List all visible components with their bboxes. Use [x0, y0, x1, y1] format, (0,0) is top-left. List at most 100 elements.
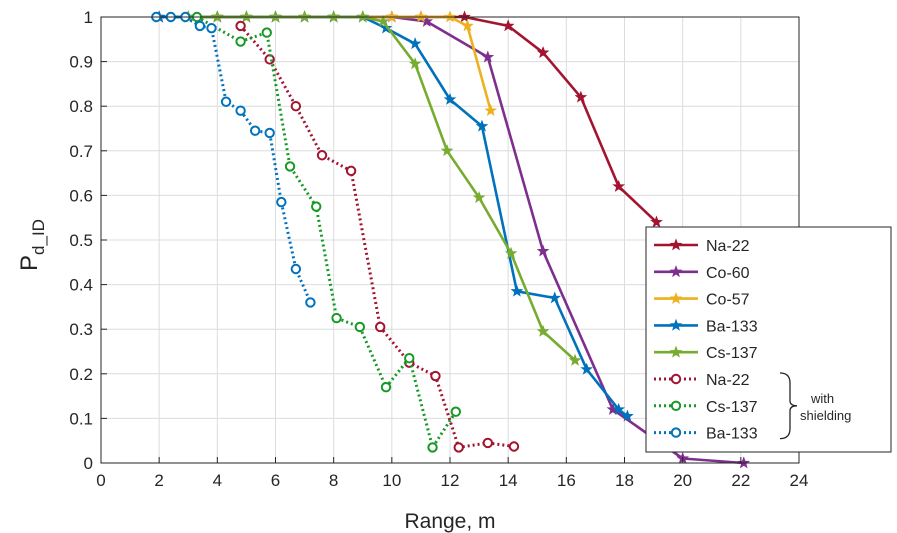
- legend-marker: [670, 373, 682, 385]
- y-tick-label: 0: [84, 454, 93, 473]
- x-tick-label: 24: [790, 471, 809, 490]
- y-tick-label: 0.8: [69, 97, 93, 116]
- data-point: [536, 46, 550, 59]
- data-point: [305, 297, 316, 308]
- data-point: [612, 179, 626, 192]
- data-point: [508, 441, 520, 452]
- x-tick-label: 20: [673, 471, 692, 490]
- legend-annotation-line-2: shielding: [800, 408, 851, 423]
- data-point: [461, 19, 474, 32]
- y-tick-label: 0.5: [69, 231, 93, 250]
- data-point: [345, 165, 357, 177]
- data-point: [536, 244, 550, 257]
- y-tick-label: 1: [84, 8, 93, 27]
- data-point: [264, 127, 275, 139]
- y-axis-label-main: P: [16, 255, 43, 271]
- y-tick-label: 0.9: [69, 53, 93, 72]
- legend-label: Cs-137: [706, 399, 758, 416]
- data-point: [354, 321, 366, 333]
- data-point: [284, 161, 296, 172]
- legend-marker: [669, 291, 683, 304]
- y-tick-label: 0.1: [69, 409, 93, 428]
- y-tick-label: 0.2: [69, 365, 93, 384]
- data-point: [380, 381, 392, 393]
- data-point: [440, 144, 454, 157]
- data-point: [404, 352, 415, 364]
- legend-marker: [670, 400, 682, 411]
- data-point: [316, 150, 328, 161]
- legend-label: Co-60: [706, 265, 750, 282]
- tick-labels: 0 2 4 6 8 10 12 14 16 18 20 22 2400.10.20.30.40.50.6…: [69, 8, 808, 490]
- x-tick-label: 4: [213, 471, 222, 490]
- legend: Na-22 Co-60 Co-57 Ba-133 Cs-137 Na-22 Cs-137 Ba…: [645, 226, 892, 453]
- data-point: [235, 20, 246, 32]
- data-point: [484, 104, 498, 117]
- data-point: [504, 246, 518, 259]
- data-point: [427, 442, 438, 453]
- x-tick-label: 18: [615, 471, 634, 490]
- x-tick-label: 6: [271, 471, 280, 490]
- data-point: [408, 37, 422, 50]
- data-point: [443, 10, 457, 23]
- x-tick-label: 16: [557, 471, 576, 490]
- data-point: [536, 324, 550, 337]
- legend-label: Co-57: [706, 292, 750, 309]
- data-point: [194, 20, 206, 32]
- series-7: [191, 11, 462, 453]
- data-point: [472, 190, 486, 204]
- data-point: [356, 10, 370, 23]
- data-point: [376, 14, 390, 27]
- data-point: [290, 263, 302, 275]
- y-axis-label: Pd_ID: [16, 219, 48, 271]
- legend-label: Na-22: [706, 238, 750, 255]
- data-point: [298, 10, 311, 23]
- data-point: [430, 370, 441, 382]
- data-point: [269, 10, 282, 23]
- data-point: [331, 312, 342, 324]
- data-point: [276, 196, 287, 208]
- legend-label: Na-22: [706, 372, 750, 389]
- legend-marker: [669, 318, 683, 331]
- y-tick-label: 0.6: [69, 186, 93, 205]
- data-point: [211, 10, 224, 23]
- x-tick-label: 14: [499, 471, 518, 490]
- data-point: [568, 353, 582, 366]
- data-point: [414, 10, 428, 23]
- data-point: [261, 27, 272, 38]
- series-6: [235, 20, 520, 453]
- x-axis-label: Range, m: [404, 510, 495, 533]
- data-point: [482, 437, 494, 449]
- legend-label: Ba-133: [706, 318, 758, 335]
- x-tick-label: 2: [154, 471, 163, 490]
- y-tick-label: 0.4: [69, 276, 93, 295]
- x-tick-label: 22: [731, 471, 750, 490]
- data-point: [379, 21, 393, 34]
- y-tick-label: 0.3: [69, 320, 93, 339]
- data-point: [235, 105, 246, 116]
- data-point: [574, 90, 588, 103]
- data-point: [580, 362, 594, 375]
- x-tick-label: 12: [441, 471, 460, 490]
- data-point: [510, 284, 524, 297]
- data-point: [475, 119, 489, 132]
- data-point: [481, 50, 495, 63]
- x-tick-label: 0: [96, 471, 105, 490]
- data-point: [327, 10, 340, 23]
- y-tick-label: 0.7: [69, 142, 93, 161]
- data-point: [450, 406, 462, 417]
- data-point: [458, 10, 471, 23]
- data-point: [453, 442, 464, 453]
- data-point: [240, 10, 253, 23]
- data-point: [290, 101, 302, 112]
- data-point: [443, 92, 457, 105]
- data-point: [737, 456, 751, 469]
- data-point: [621, 409, 634, 422]
- data-point: [501, 19, 515, 32]
- data-point: [311, 201, 322, 212]
- legend-marker: [669, 265, 683, 278]
- legend-brace: [779, 372, 798, 440]
- data-point: [220, 96, 232, 107]
- legend-marker: [670, 427, 682, 438]
- data-point: [375, 321, 386, 333]
